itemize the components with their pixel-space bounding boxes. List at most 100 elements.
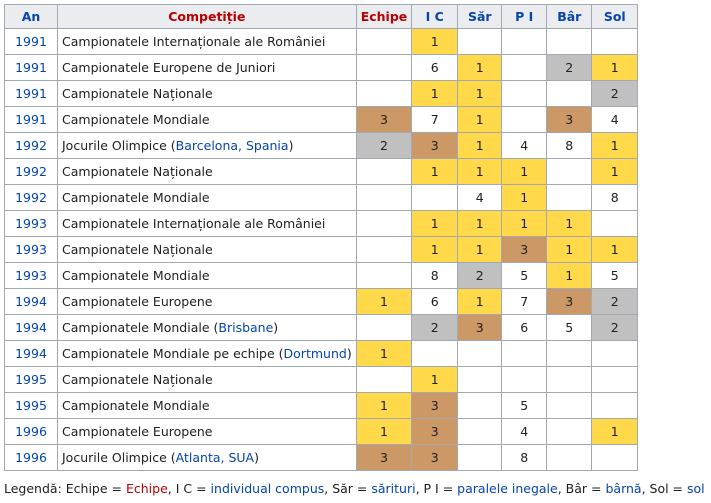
result-cell xyxy=(411,184,459,211)
link[interactable]: Brisbane xyxy=(218,320,274,335)
link[interactable]: Barcelona, Spania xyxy=(175,138,289,153)
header-link[interactable]: P I xyxy=(515,9,534,24)
result-cell xyxy=(355,314,413,341)
year-link[interactable]: 1995 xyxy=(15,372,47,387)
result-cell xyxy=(546,444,593,471)
result-cell xyxy=(457,28,503,55)
result-cell: 2 xyxy=(591,288,639,315)
result-cell xyxy=(355,262,413,289)
competition-cell: Campionatele Mondiale xyxy=(57,184,357,211)
result-cell xyxy=(501,366,548,393)
header-link[interactable]: Săr xyxy=(467,9,492,24)
result-cell: 3 xyxy=(457,314,503,341)
column-header: I C xyxy=(411,4,459,29)
link[interactable]: paralele inegale xyxy=(457,481,558,496)
column-header: Echipe xyxy=(355,4,413,29)
year-link[interactable]: 1992 xyxy=(15,190,47,205)
result-cell xyxy=(355,158,413,185)
result-cell: 3 xyxy=(501,236,548,263)
table-row: 1995 Campionatele Mondiale 1 3 5 xyxy=(4,392,639,419)
column-header: Sol xyxy=(591,4,639,29)
table-row: 1991 Campionatele Internaționale ale Româ… xyxy=(4,28,639,55)
result-cell xyxy=(546,418,593,445)
link[interactable]: Echipe xyxy=(125,481,168,496)
result-cell xyxy=(457,444,503,471)
text: , I C = xyxy=(167,481,211,496)
year-link[interactable]: 1991 xyxy=(15,60,47,75)
year-link[interactable]: 1991 xyxy=(15,112,47,127)
result-cell: 5 xyxy=(501,392,548,419)
year-cell: 1991 xyxy=(4,106,58,133)
table-row: 1991 Campionatele Mondiale 3 7 1 3 4 xyxy=(4,106,639,133)
year-link[interactable]: 1991 xyxy=(15,86,47,101)
column-header: An xyxy=(4,4,58,29)
table-row: 1992 Campionatele Mondiale 4 1 8 xyxy=(4,184,639,211)
result-cell: 4 xyxy=(501,418,548,445)
year-link[interactable]: 1995 xyxy=(15,398,47,413)
year-link[interactable]: 1994 xyxy=(15,346,47,361)
column-header: Săr xyxy=(457,4,503,29)
result-cell: 3 xyxy=(411,418,459,445)
result-cell: 1 xyxy=(501,210,548,237)
table-row: 1992 Campionatele Naționale 1 1 1 1 xyxy=(4,158,639,185)
year-link[interactable]: 1996 xyxy=(15,450,47,465)
text: Campionatele Internaționale ale României xyxy=(62,216,326,231)
year-link[interactable]: 1993 xyxy=(15,242,47,257)
year-link[interactable]: 1991 xyxy=(15,34,47,49)
year-cell: 1996 xyxy=(4,444,58,471)
header-link[interactable]: Sol xyxy=(603,9,626,24)
result-cell: 3 xyxy=(355,106,413,133)
result-cell xyxy=(591,392,639,419)
header-link[interactable]: Competiție xyxy=(168,9,246,24)
header-link[interactable]: I C xyxy=(425,9,444,24)
result-cell xyxy=(457,418,503,445)
table-row: 1996 Jocurile Olimpice (Atlanta, SUA) 3 3 8 xyxy=(4,444,639,471)
competition-cell: Campionatele Mondiale xyxy=(57,106,357,133)
year-link[interactable]: 1992 xyxy=(15,164,47,179)
result-cell xyxy=(457,392,503,419)
header-link[interactable]: Echipe xyxy=(360,9,408,24)
result-cell xyxy=(591,366,639,393)
result-cell xyxy=(591,28,639,55)
link[interactable]: bârnă xyxy=(605,481,642,496)
year-link[interactable]: 1993 xyxy=(15,268,47,283)
result-cell: 3 xyxy=(411,392,459,419)
year-link[interactable]: 1996 xyxy=(15,424,47,439)
text: Campionatele Mondiale xyxy=(62,268,210,283)
result-cell: 1 xyxy=(546,236,593,263)
result-cell: 1 xyxy=(411,210,459,237)
result-cell xyxy=(591,340,639,367)
result-cell: 1 xyxy=(591,236,639,263)
result-cell: 7 xyxy=(411,106,459,133)
year-link[interactable]: 1993 xyxy=(15,216,47,231)
result-cell: 2 xyxy=(457,262,503,289)
link[interactable]: individual compus xyxy=(210,481,325,496)
result-cell xyxy=(591,210,639,237)
link[interactable]: Dortmund xyxy=(283,346,347,361)
year-link[interactable]: 1994 xyxy=(15,320,47,335)
text: ) xyxy=(273,320,279,335)
result-cell: 2 xyxy=(591,80,639,107)
text: Legendă: Echipe = xyxy=(4,481,126,496)
result-cell: 1 xyxy=(457,80,503,107)
result-cell: 5 xyxy=(546,314,593,341)
header-link[interactable]: An xyxy=(21,9,41,24)
link[interactable]: sărituri xyxy=(371,481,416,496)
competition-cell: Jocurile Olimpice (Atlanta, SUA) xyxy=(57,444,357,471)
table-row: 1994 Campionatele Mondiale pe echipe (Dor… xyxy=(4,340,639,367)
year-cell: 1996 xyxy=(4,418,58,445)
link[interactable]: sol xyxy=(687,481,705,496)
text: ) xyxy=(254,450,259,465)
year-cell: 1993 xyxy=(4,210,58,237)
table-body: 1991 Campionatele Internaționale ale Româ… xyxy=(4,28,639,471)
year-link[interactable]: 1992 xyxy=(15,138,47,153)
link[interactable]: Atlanta, SUA xyxy=(175,450,255,465)
header-link[interactable]: Bâr xyxy=(557,9,582,24)
result-cell: 1 xyxy=(457,132,503,159)
result-cell: 1 xyxy=(591,132,639,159)
year-link[interactable]: 1994 xyxy=(15,294,47,309)
result-cell xyxy=(546,80,593,107)
year-cell: 1993 xyxy=(4,236,58,263)
year-cell: 1993 xyxy=(4,262,58,289)
